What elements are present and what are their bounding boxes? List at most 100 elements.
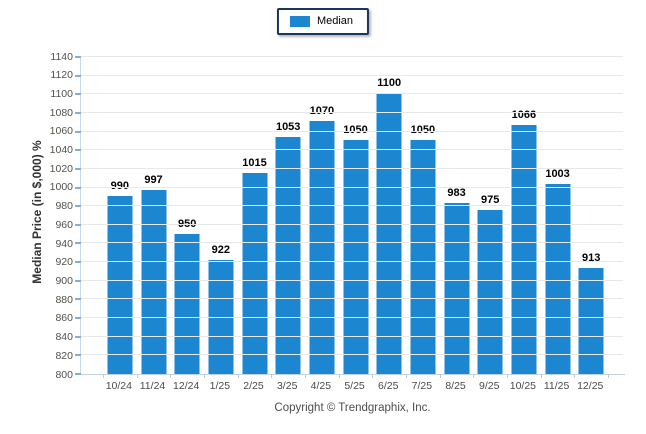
y-axis-tick-label: 1060 xyxy=(49,125,73,138)
bar-11/24[interactable] xyxy=(141,189,166,374)
bar-value-label: 1050 xyxy=(343,124,368,137)
y-axis-tick-label: 980 xyxy=(55,200,73,213)
y-axis-tick-label: 960 xyxy=(55,218,73,231)
gridline xyxy=(81,74,623,76)
x-axis-tick-label: 1/25 xyxy=(209,380,231,392)
bar-value-label: 1100 xyxy=(377,77,402,90)
x-axis-tick-label: 11/25 xyxy=(543,380,570,392)
bar-slot: 1100 xyxy=(372,57,406,374)
x-axis-tick-mark xyxy=(237,374,239,378)
x-axis-tick-mark xyxy=(372,374,374,378)
bar-slot: 1070 xyxy=(305,57,339,374)
y-axis-tick-mark xyxy=(75,279,81,282)
bar-8/25[interactable] xyxy=(444,202,470,374)
bar-value-label: 975 xyxy=(481,194,500,207)
bar-value-label: 950 xyxy=(177,217,197,230)
x-axis-tick-mark xyxy=(103,374,104,378)
y-axis-tick-mark xyxy=(75,373,81,375)
gridline xyxy=(81,56,623,57)
bar-slot: 950 xyxy=(170,57,204,374)
x-axis-tick-label: 11/24 xyxy=(139,380,166,392)
y-axis-tick-label: 1040 xyxy=(49,144,73,157)
x-axis-tick-mark xyxy=(271,374,273,378)
x-axis-tick-mark xyxy=(204,374,205,378)
gridline xyxy=(81,111,623,113)
y-axis-tick-label: 800 xyxy=(55,368,73,381)
y-axis-tick-mark xyxy=(75,205,81,208)
gridline xyxy=(81,223,623,225)
y-axis-tick-mark xyxy=(75,130,81,133)
y-axis-tick-mark xyxy=(75,149,81,152)
y-axis-tick-label: 840 xyxy=(55,331,73,344)
y-axis-tick-mark xyxy=(75,56,81,58)
bar-slot: 913 xyxy=(574,57,608,374)
gridline xyxy=(81,186,623,188)
legend[interactable]: Median xyxy=(276,8,370,35)
bar-value-label: 983 xyxy=(447,186,466,199)
y-axis-tick-mark xyxy=(75,298,81,301)
bar-value-label: 1003 xyxy=(545,168,570,181)
bar-6/25[interactable] xyxy=(376,93,402,374)
y-axis-tick-mark xyxy=(75,74,81,77)
bar-10/24[interactable] xyxy=(107,196,133,374)
bar-11/25[interactable] xyxy=(545,184,571,374)
gridline xyxy=(81,167,623,169)
bar-series-median: 990 997 950 922 1015 1053 1070 1050 1100 1050 983 9… xyxy=(103,57,608,374)
bar-value-label: 1070 xyxy=(309,105,335,118)
bar-slot: 983 xyxy=(440,57,474,374)
bar-10/25[interactable] xyxy=(511,125,537,374)
bar-12/24[interactable] xyxy=(174,233,200,374)
bar-value-label: 1066 xyxy=(511,109,537,122)
bar-slot: 1050 xyxy=(339,57,373,374)
x-axis-tick-label: 10/25 xyxy=(509,380,537,392)
x-axis-tick-label: 7/25 xyxy=(411,380,433,392)
x-axis-tick-label: 2/25 xyxy=(243,380,264,392)
gridline xyxy=(81,205,623,207)
x-axis-tick-mark xyxy=(305,374,306,378)
x-axis-tick-label: 12/25 xyxy=(577,380,604,392)
bar-2/25[interactable] xyxy=(242,172,268,374)
gridline xyxy=(81,298,623,300)
x-axis-tick-mark xyxy=(507,374,508,378)
x-axis-tick-mark xyxy=(608,374,609,378)
x-axis-tick-label: 5/25 xyxy=(344,380,365,392)
x-axis-tick-labels: 10/24 11/24 12/24 1/25 2/25 3/25 4/25 5/25 6/25 7… xyxy=(102,380,607,392)
y-axis-tick-label: 820 xyxy=(55,349,73,362)
y-axis-tick-label: 1120 xyxy=(50,69,73,82)
y-axis-tick-label: 860 xyxy=(55,312,73,325)
y-axis-tick-mark xyxy=(75,335,81,338)
bar-5/25[interactable] xyxy=(343,140,369,374)
x-axis-tick-mark xyxy=(439,374,441,378)
bar-3/25[interactable] xyxy=(275,137,301,374)
bar-12/25[interactable] xyxy=(578,268,604,374)
y-axis-tick-label: 1000 xyxy=(49,181,73,194)
gridline xyxy=(81,149,623,151)
bar-slot: 1066 xyxy=(507,57,541,374)
y-axis-tick-mark xyxy=(75,242,81,245)
bar-value-label: 997 xyxy=(144,173,163,186)
copyright-text: Copyright © Trendgraphix, Inc. xyxy=(274,402,431,414)
bar-9/25[interactable] xyxy=(477,210,503,374)
plot-area: 990 997 950 922 1015 1053 1070 1050 1100 1050 983 9… xyxy=(75,56,625,378)
bar-value-label: 922 xyxy=(211,243,231,256)
bar-value-label: 1050 xyxy=(410,124,436,137)
gridline xyxy=(81,130,623,132)
x-axis-tick-mark xyxy=(338,374,340,378)
x-axis-tick-label: 3/25 xyxy=(276,380,298,392)
y-axis-tick-label: 1080 xyxy=(49,106,73,119)
bar-4/25[interactable] xyxy=(309,121,335,374)
x-axis-tick-label: 9/25 xyxy=(479,380,500,392)
y-axis-tick-labels: 800 820 840 860 880 900 920 940 960 980 1000 1020 10… xyxy=(0,51,73,379)
x-axis-tick-mark xyxy=(136,374,138,378)
gridline xyxy=(81,242,623,244)
bar-7/25[interactable] xyxy=(410,140,436,374)
x-axis-tick-label: 12/24 xyxy=(173,380,200,392)
y-axis-tick-label: 880 xyxy=(55,293,73,306)
x-axis-tick-label: 6/25 xyxy=(377,380,399,392)
bar-slot: 997 xyxy=(137,57,171,374)
x-axis-tick-mark xyxy=(406,374,407,378)
y-axis-tick-label: 900 xyxy=(55,274,73,287)
y-axis-tick-mark xyxy=(75,354,81,357)
gridline xyxy=(81,317,623,319)
y-axis-tick-mark xyxy=(75,93,81,96)
